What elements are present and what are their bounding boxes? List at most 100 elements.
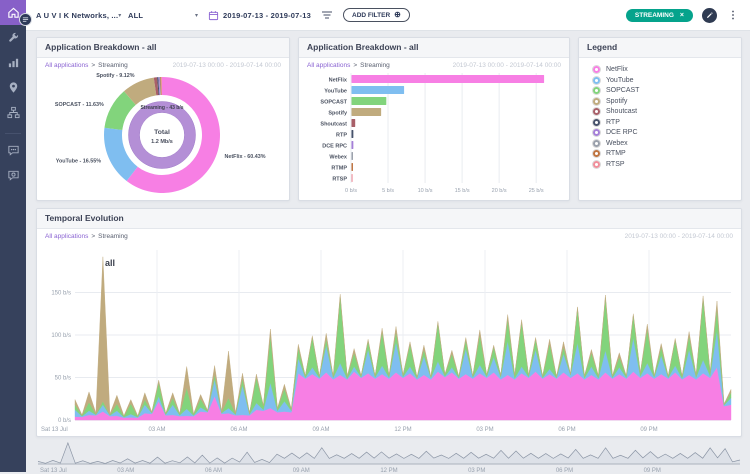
scope-value: ALL: [128, 11, 143, 20]
svg-text:12 PM: 12 PM: [380, 468, 397, 474]
sidebar-item-network[interactable]: [0, 100, 26, 125]
breadcrumb-current: Streaming: [98, 62, 128, 69]
breadcrumb-all-applications[interactable]: All applications: [45, 62, 88, 69]
legend-item[interactable]: DCE RPC: [593, 129, 741, 136]
sitemap-icon: [7, 106, 20, 119]
overview-timeline-brush[interactable]: Sat 13 Jul03 AM06 AM09 AM12 PM03 PM06 PM…: [36, 440, 742, 474]
breadcrumb-all-applications[interactable]: All applications: [307, 62, 350, 69]
app-window: A U V I K Networks, ... ▾ ALL ▾ 2019-07-…: [0, 0, 750, 472]
sidebar-toggle-button[interactable]: [19, 13, 32, 26]
sidebar-item-tools[interactable]: [0, 25, 26, 50]
svg-text:06 AM: 06 AM: [205, 468, 222, 474]
svg-text:NetFlix: NetFlix: [329, 78, 348, 84]
legend-label: RTSP: [606, 161, 625, 168]
panel-title: Temporal Evolution: [37, 209, 741, 229]
org-dropdown[interactable]: A U V I K Networks, ... ▾: [36, 11, 118, 20]
svg-text:Total: Total: [154, 129, 170, 136]
overview-area-chart: Sat 13 Jul03 AM06 AM09 AM12 PM03 PM06 PM…: [36, 440, 742, 474]
svg-text:1.2 Mb/s: 1.2 Mb/s: [151, 139, 173, 145]
filter-chip-streaming[interactable]: STREAMING ×: [626, 9, 693, 22]
legend-label: RTMP: [606, 150, 626, 157]
sidebar-item-locations[interactable]: [0, 75, 26, 100]
svg-text:10 b/s: 10 b/s: [418, 188, 433, 194]
svg-text:Webex: Webex: [329, 155, 348, 161]
legend-item[interactable]: Spotify: [593, 98, 741, 105]
legend-color-dot: [593, 66, 600, 73]
stacked-area-chart: 0 b/s50 b/s100 b/s150 b/sSat 13 Jul03 AM…: [37, 242, 735, 436]
legend-item[interactable]: Shoutcast: [593, 108, 741, 115]
sidebar: [0, 0, 26, 472]
chat-bubble-icon: [7, 144, 20, 157]
svg-text:03 PM: 03 PM: [476, 427, 493, 433]
svg-text:Sat 13 Jul: Sat 13 Jul: [40, 468, 67, 474]
svg-text:09 AM: 09 AM: [312, 427, 329, 433]
circle-plus-icon: ⊕: [394, 12, 401, 18]
legend-item[interactable]: RTMP: [593, 150, 741, 157]
svg-text:NetFlix - 60.43%: NetFlix - 60.43%: [224, 154, 265, 160]
svg-text:5 b/s: 5 b/s: [382, 188, 394, 194]
sidebar-item-reports[interactable]: [0, 50, 26, 75]
svg-text:YouTube: YouTube: [324, 89, 347, 95]
svg-text:15 b/s: 15 b/s: [455, 188, 470, 194]
chevron-down-icon: ▾: [118, 12, 121, 19]
pencil-icon: [706, 11, 714, 19]
date-range-picker[interactable]: 2019-07-13 - 2019-07-13: [208, 10, 311, 21]
filter-chip-label: STREAMING: [635, 12, 674, 19]
legend-item[interactable]: NetFlix: [593, 66, 741, 73]
calendar-icon: [208, 10, 219, 21]
legend-item[interactable]: RTP: [593, 119, 741, 126]
svg-text:03 PM: 03 PM: [468, 468, 485, 474]
svg-text:150 b/s: 150 b/s: [51, 291, 71, 297]
edit-button[interactable]: [702, 8, 717, 23]
panel-period: 2019-07-13 00:00 - 2019-07-14 00:00: [453, 62, 561, 69]
breadcrumb-current: Streaming: [98, 233, 128, 240]
add-filter-button[interactable]: ADD FILTER ⊕: [343, 8, 410, 22]
svg-text:09 PM: 09 PM: [644, 468, 661, 474]
filter-list-icon[interactable]: [321, 10, 333, 20]
feedback-bubble-icon: [7, 169, 20, 182]
remove-filter-icon[interactable]: ×: [680, 12, 684, 19]
svg-text:100 b/s: 100 b/s: [51, 333, 71, 339]
legend-color-dot: [593, 77, 600, 84]
legend-color-dot: [593, 98, 600, 105]
legend-title: Legend: [579, 38, 741, 58]
more-menu-button[interactable]: ⋮: [726, 10, 740, 21]
svg-text:Shoutcast: Shoutcast: [320, 122, 347, 128]
svg-text:09 PM: 09 PM: [640, 427, 657, 433]
chevron-down-icon: ▾: [195, 12, 198, 19]
legend-label: Shoutcast: [606, 108, 637, 115]
legend-item[interactable]: YouTube: [593, 77, 741, 84]
legend-color-dot: [593, 119, 600, 126]
legend-item[interactable]: SOPCAST: [593, 87, 741, 94]
legend-label: NetFlix: [606, 66, 628, 73]
sidebar-item-feedback[interactable]: [0, 163, 26, 188]
legend-color-dot: [593, 140, 600, 147]
svg-text:06 PM: 06 PM: [558, 427, 575, 433]
svg-text:06 AM: 06 AM: [230, 427, 247, 433]
bar-chart-icon: [7, 56, 20, 69]
breadcrumb-current: Streaming: [360, 62, 390, 69]
legend-color-dot: [593, 129, 600, 136]
svg-text:RTMP: RTMP: [331, 166, 347, 172]
breadcrumb-separator: >: [353, 62, 357, 69]
legend-item[interactable]: Webex: [593, 140, 741, 147]
svg-text:0 b/s: 0 b/s: [58, 418, 71, 424]
scope-dropdown[interactable]: ALL ▾: [128, 11, 198, 20]
svg-text:50 b/s: 50 b/s: [55, 376, 71, 382]
bar-chart: 0 b/s5 b/s10 b/s15 b/s20 b/s25 b/sNetFli…: [299, 71, 569, 200]
legend-item[interactable]: RTSP: [593, 161, 741, 168]
dashboard: Application Breakdown - all All applicat…: [26, 31, 750, 472]
panel-temporal-evolution: Temporal Evolution All applications > St…: [36, 208, 742, 437]
breadcrumb-all-applications[interactable]: All applications: [45, 233, 88, 240]
svg-text:03 AM: 03 AM: [117, 468, 134, 474]
legend-label: YouTube: [606, 77, 634, 84]
svg-text:Sat 13 Jul: Sat 13 Jul: [41, 427, 68, 433]
svg-text:06 PM: 06 PM: [556, 468, 573, 474]
svg-text:all: all: [105, 258, 115, 268]
map-pin-icon: [7, 81, 20, 94]
breadcrumb-separator: >: [91, 62, 95, 69]
legend-color-dot: [593, 161, 600, 168]
sidebar-item-chat[interactable]: [0, 138, 26, 163]
wrench-icon: [7, 31, 20, 44]
legend-color-dot: [593, 150, 600, 157]
